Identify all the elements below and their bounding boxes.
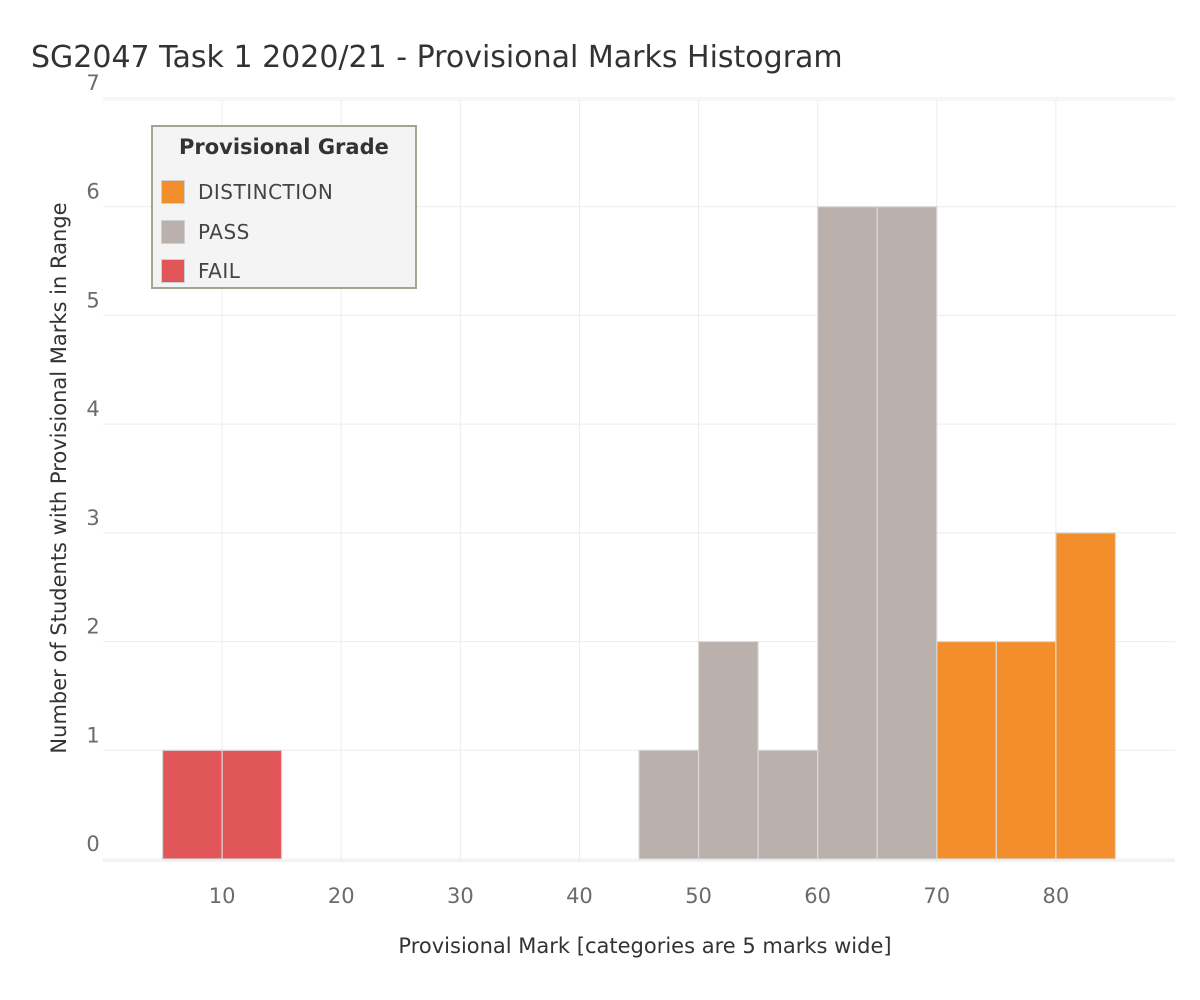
x-tick-label: 20 [328,884,355,908]
legend-item-fail[interactable]: FAIL [161,258,240,284]
legend-title: Provisional Grade [179,135,389,159]
legend-label-distinction: DISTINCTION [198,180,334,204]
legend-swatch-fail [161,259,185,283]
y-tick-label: 4 [86,397,99,421]
x-tick-label: 50 [685,884,712,908]
x-tick-label: 70 [923,884,950,908]
legend-swatch-pass [161,220,185,244]
legend-label-pass: PASS [198,220,250,244]
y-axis-title: Number of Students with Provisional Mark… [47,202,71,753]
x-tick-label: 30 [447,884,474,908]
legend-item-pass[interactable]: PASS [161,219,250,245]
bar-distinction-80-85 [1055,532,1117,860]
legend-item-distinction[interactable]: DISTINCTION [161,179,333,205]
chart-title: SG2047 Task 1 2020/21 - Provisional Mark… [31,40,843,75]
bar-distinction-70-75 [936,640,997,860]
bar-fail-10-15 [221,749,283,860]
bar-pass-55-60 [757,749,819,860]
y-tick-label: 1 [86,723,99,747]
x-axis-title: Provisional Mark [categories are 5 marks… [398,934,891,958]
legend[interactable]: Provisional Grade DISTINCTION PASS FAIL [151,125,417,289]
bar-pass-60-65 [817,206,878,860]
legend-label-fail: FAIL [198,259,241,283]
x-tick-label: 10 [209,884,236,908]
y-tick-label: 5 [86,288,99,312]
legend-swatch-distinction [161,180,185,204]
bar-pass-65-70 [876,206,938,860]
y-tick-label: 2 [86,615,99,639]
bar-fail-5-10 [161,749,223,860]
bar-pass-45-50 [638,749,700,860]
y-tick-label: 0 [86,832,99,856]
y-tick-label: 3 [86,506,99,530]
x-tick-label: 80 [1043,884,1070,908]
bar-distinction-75-80 [995,640,1057,860]
x-tick-label: 40 [566,884,593,908]
y-tick-label: 7 [86,71,99,95]
x-tick-label: 60 [804,884,831,908]
y-tick-label: 6 [86,180,99,204]
bar-pass-50-55 [697,640,759,860]
